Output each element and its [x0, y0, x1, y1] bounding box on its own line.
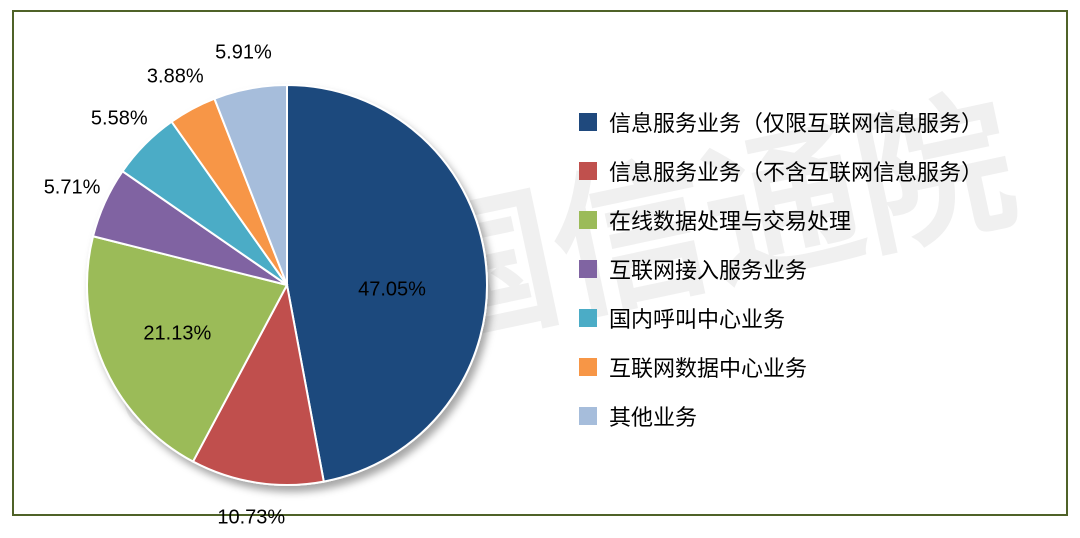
- legend-swatch: [579, 211, 597, 229]
- legend-swatch: [579, 309, 597, 327]
- legend-label: 互联网数据中心业务: [609, 351, 807, 383]
- legend-swatch: [579, 162, 597, 180]
- legend-item: 在线数据处理与交易处理: [579, 204, 1059, 236]
- legend-item: 互联网数据中心业务: [579, 351, 1059, 383]
- legend: 信息服务业务（仅限互联网信息服务） 信息服务业务（不含互联网信息服务） 在线数据处理…: [579, 106, 1059, 449]
- legend-item: 信息服务业务（仅限互联网信息服务）: [579, 106, 1059, 138]
- pie-chart: 47.05%10.73%21.13%5.71%5.58%3.88%5.91%: [44, 32, 530, 518]
- legend-label: 国内呼叫中心业务: [609, 302, 785, 334]
- pie-svg: [44, 32, 530, 518]
- legend-item: 信息服务业务（不含互联网信息服务）: [579, 155, 1059, 187]
- legend-label: 在线数据处理与交易处理: [609, 204, 851, 236]
- legend-swatch: [579, 260, 597, 278]
- legend-label: 互联网接入服务业务: [609, 253, 807, 285]
- pie-slice: [287, 85, 487, 482]
- legend-swatch: [579, 358, 597, 376]
- legend-swatch: [579, 113, 597, 131]
- chart-frame: 中国信通院 CAICT 47.05%10.73%21.13%5.71%5.58%…: [12, 10, 1068, 516]
- legend-label: 信息服务业务（不含互联网信息服务）: [609, 155, 983, 187]
- legend-item: 其他业务: [579, 400, 1059, 432]
- legend-item: 互联网接入服务业务: [579, 253, 1059, 285]
- legend-swatch: [579, 407, 597, 425]
- legend-item: 国内呼叫中心业务: [579, 302, 1059, 334]
- legend-label: 信息服务业务（仅限互联网信息服务）: [609, 106, 983, 138]
- legend-label: 其他业务: [609, 400, 697, 432]
